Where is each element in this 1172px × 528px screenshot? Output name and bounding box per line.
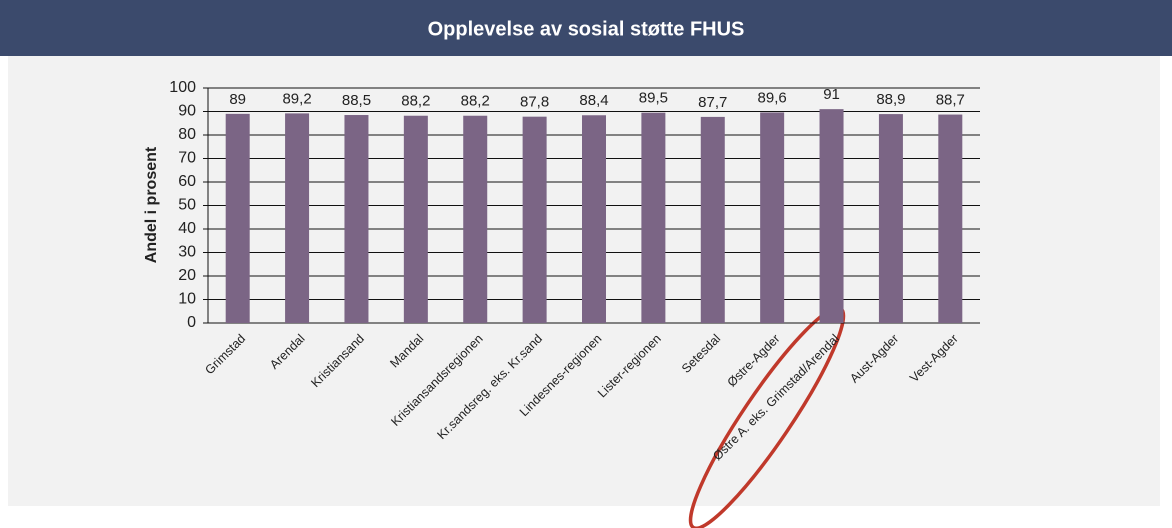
value-label: 88,7 xyxy=(936,92,965,109)
value-label: 88,9 xyxy=(876,91,905,108)
bar xyxy=(819,109,844,324)
value-label: 88,2 xyxy=(401,93,430,110)
y-tick-label: 40 xyxy=(178,220,196,237)
value-label: 89 xyxy=(229,91,246,108)
y-axis-label: Andel i prosent xyxy=(143,146,160,263)
value-label: 88,5 xyxy=(342,92,371,109)
bar xyxy=(760,112,785,323)
value-label: 89,5 xyxy=(639,90,668,107)
y-tick-label: 70 xyxy=(178,150,196,167)
bar xyxy=(938,114,963,324)
y-tick-label: 0 xyxy=(187,314,196,331)
bar xyxy=(641,112,666,323)
bar xyxy=(403,115,428,323)
y-tick-label: 30 xyxy=(178,244,196,261)
y-tick-label: 50 xyxy=(178,197,196,214)
bar xyxy=(344,115,369,324)
bar xyxy=(285,113,310,323)
bar xyxy=(878,114,903,324)
bar xyxy=(700,116,725,323)
value-label: 91 xyxy=(823,86,840,103)
bar xyxy=(463,115,488,323)
header-bar xyxy=(0,0,1172,56)
y-tick-label: 10 xyxy=(178,291,196,308)
y-tick-label: 90 xyxy=(178,103,196,120)
y-tick-label: 80 xyxy=(178,126,196,143)
value-label: 89,6 xyxy=(758,89,787,106)
value-label: 89,2 xyxy=(282,90,311,107)
bar xyxy=(582,115,606,323)
chart-title: Opplevelse av sosial støtte FHUS xyxy=(428,18,745,40)
y-tick-label: 60 xyxy=(178,173,196,190)
y-tick-label: 100 xyxy=(169,79,196,96)
y-tick-label: 20 xyxy=(178,267,196,284)
value-label: 87,7 xyxy=(698,94,727,111)
value-label: 87,8 xyxy=(520,94,549,111)
bar xyxy=(225,113,250,323)
value-label: 88,2 xyxy=(461,93,490,110)
bar xyxy=(522,116,547,323)
value-label: 88,4 xyxy=(579,92,608,109)
